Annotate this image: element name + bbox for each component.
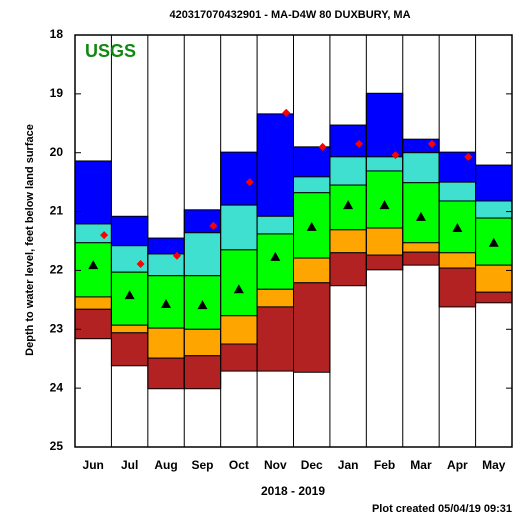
current-marker [172, 251, 181, 260]
percentile-band [293, 176, 331, 194]
percentile-band [293, 146, 331, 178]
percentile-band [220, 204, 258, 251]
median-marker [88, 260, 99, 270]
percentile-band [438, 252, 477, 269]
percentile-band [365, 227, 404, 256]
y-tick-label: 21 [50, 204, 64, 218]
footer: Plot created 05/04/19 09:31 [372, 503, 512, 515]
percentile-band [329, 156, 367, 186]
percentile-band [402, 251, 440, 266]
percentile-band [147, 357, 185, 390]
logo: USGS [85, 41, 136, 61]
x-tick-label: Oct [229, 458, 249, 472]
percentile-band [365, 156, 404, 172]
percentile-band [256, 306, 295, 372]
percentile-band [110, 215, 149, 247]
current-marker [391, 151, 400, 160]
x-axis-label: 2018 - 2019 [261, 484, 325, 498]
x-tick-label: Aug [154, 458, 177, 472]
percentile-band [329, 252, 367, 287]
percentile-band [329, 229, 367, 254]
x-tick-label: Sep [191, 458, 213, 472]
percentile-band [365, 92, 404, 158]
x-tick-label: Nov [264, 458, 287, 472]
plot-frame [74, 34, 513, 448]
percentile-band [365, 170, 404, 229]
percentile-band [74, 308, 112, 340]
percentile-band [402, 242, 440, 253]
percentile-band [110, 332, 149, 367]
x-tick-label: Apr [447, 458, 468, 472]
current-marker [318, 142, 327, 151]
percentile-band [438, 267, 477, 308]
current-marker [209, 221, 218, 230]
x-tick-label: Mar [410, 458, 432, 472]
y-tick-label: 18 [50, 27, 64, 41]
median-marker [306, 221, 317, 231]
median-marker [124, 290, 135, 300]
y-tick-label: 25 [50, 439, 64, 453]
median-marker [161, 298, 172, 308]
x-tick-label: Jan [338, 458, 359, 472]
percentile-band [329, 124, 367, 158]
percentile-band [475, 291, 513, 304]
percentile-band [220, 151, 258, 206]
y-tick-label: 24 [50, 380, 64, 394]
percentile-band [110, 245, 149, 273]
percentile-band [256, 288, 295, 308]
percentile-band [293, 282, 331, 373]
percentile-band [438, 181, 477, 202]
current-marker [464, 152, 473, 161]
percentile-band [365, 254, 404, 271]
percentile-band [74, 296, 112, 310]
median-marker [197, 300, 208, 310]
median-marker [270, 251, 281, 261]
median-marker [488, 237, 499, 247]
y-axis-label: Depth to water level, feet below land su… [24, 124, 36, 356]
median-marker [233, 284, 244, 294]
x-tick-label: Jul [121, 458, 138, 472]
y-tick-label: 22 [50, 263, 64, 277]
y-tick-label: 19 [50, 86, 64, 100]
x-tick-label: Feb [374, 458, 395, 472]
x-tick-label: Dec [301, 458, 323, 472]
x-tick-label: Jun [83, 458, 104, 472]
percentile-band [220, 343, 258, 372]
percentile-band [475, 164, 513, 202]
percentile-band [402, 152, 440, 184]
percentile-band [220, 315, 258, 345]
percentile-band [183, 209, 222, 234]
y-tick-label: 23 [50, 321, 64, 335]
percentile-band [147, 327, 185, 359]
y-tick-label: 20 [50, 145, 64, 159]
percentile-band [256, 215, 295, 235]
median-marker [415, 211, 426, 221]
percentile-band [293, 257, 331, 284]
current-marker [245, 178, 254, 187]
current-marker [355, 139, 364, 148]
percentile-band [475, 200, 513, 219]
percentile-band [475, 264, 513, 293]
percentile-band [74, 242, 112, 298]
chart-title: 420317070432901 - MA-D4W 80 DUXBURY, MA [169, 9, 410, 21]
percentile-band [256, 233, 295, 290]
x-tick-label: May [482, 458, 506, 472]
percentile-band [147, 237, 185, 255]
percentile-band [183, 232, 222, 277]
percentile-band [183, 355, 222, 390]
median-marker [379, 200, 390, 210]
percentile-band [256, 113, 295, 217]
current-marker [100, 231, 109, 240]
median-marker [343, 200, 354, 210]
median-marker [452, 223, 463, 233]
percentile-band [110, 324, 149, 334]
current-marker [427, 139, 436, 148]
current-marker [136, 259, 145, 268]
percentile-band [220, 249, 258, 317]
percentile-band [183, 328, 222, 357]
percentile-band [74, 160, 112, 225]
current-marker [282, 108, 291, 117]
